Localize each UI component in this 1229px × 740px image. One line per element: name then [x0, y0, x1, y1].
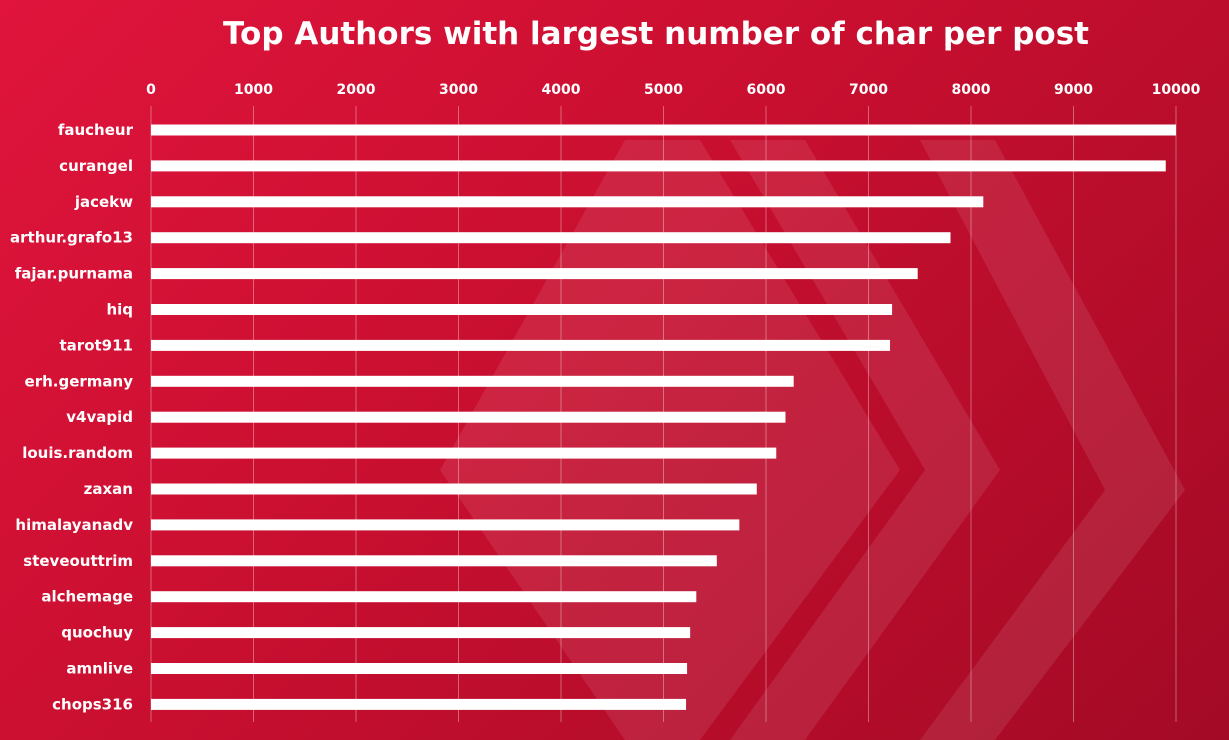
bar-himalayanadv	[151, 519, 740, 531]
category-label: himalayanadv	[15, 516, 133, 534]
bar-alchemage	[151, 591, 697, 603]
x-tick-label: 7000	[849, 82, 888, 98]
category-label: arthur.grafo13	[10, 229, 133, 247]
category-label: tarot911	[60, 336, 133, 354]
x-tick-label: 5000	[644, 82, 683, 98]
x-tick-label: 8000	[952, 82, 991, 98]
hive-logo-middle-chevron	[730, 140, 1000, 740]
bar-quochuy	[151, 627, 691, 639]
category-label: erh.germany	[25, 372, 134, 390]
bar-amnlive	[151, 663, 688, 674]
chart-title: Top Authors with largest number of char …	[223, 16, 1089, 52]
bar-steveouttrim	[151, 555, 717, 567]
category-label: quochuy	[61, 624, 133, 642]
category-label: chops316	[52, 695, 133, 713]
x-axis-ticks: 0 1000 2000 3000 4000 5000 6000 7000 8000 9000 100…	[146, 82, 1200, 98]
hive-logo-left-shape	[440, 140, 900, 740]
bars	[151, 124, 1176, 710]
bar-faucheur	[151, 124, 1176, 136]
x-tick-label: 0	[146, 82, 156, 98]
bar-louis-random	[151, 447, 777, 459]
category-label: zaxan	[84, 480, 133, 498]
bar-fajar-purnama	[151, 268, 918, 280]
x-tick-label: 9000	[1054, 82, 1093, 98]
category-label: hiq	[106, 301, 133, 319]
category-label: amnlive	[66, 660, 133, 678]
hive-logo-icon	[440, 140, 1185, 740]
hive-logo-right-chevron	[920, 140, 1185, 740]
x-tick-label: 4000	[542, 82, 581, 98]
bar-chops316	[151, 698, 687, 710]
bar-hiq	[151, 304, 893, 315]
category-label: faucheur	[58, 121, 134, 139]
x-tick-label: 2000	[337, 82, 376, 98]
category-label: fajar.purnama	[15, 265, 133, 283]
x-tick-label: 10000	[1152, 82, 1201, 98]
bar-jacekw	[151, 196, 984, 208]
bar-tarot911	[151, 339, 891, 351]
category-label: alchemage	[41, 588, 133, 606]
category-label: steveouttrim	[23, 552, 133, 570]
x-tick-label: 6000	[747, 82, 786, 98]
bar-zaxan	[151, 483, 757, 495]
category-label: curangel	[59, 157, 133, 175]
category-labels: faucheur curangel jacekw arthur.grafo13 faja…	[10, 121, 134, 713]
x-tick-label: 3000	[439, 82, 478, 98]
bar-arthur-grafo13	[151, 232, 951, 244]
category-label: v4vapid	[66, 408, 133, 426]
x-tick-label: 1000	[234, 82, 273, 98]
bar-erh-germany	[151, 375, 794, 387]
category-label: louis.random	[22, 444, 133, 462]
bar-v4vapid	[151, 411, 786, 423]
bar-curangel	[151, 160, 1166, 172]
category-label: jacekw	[74, 193, 133, 211]
